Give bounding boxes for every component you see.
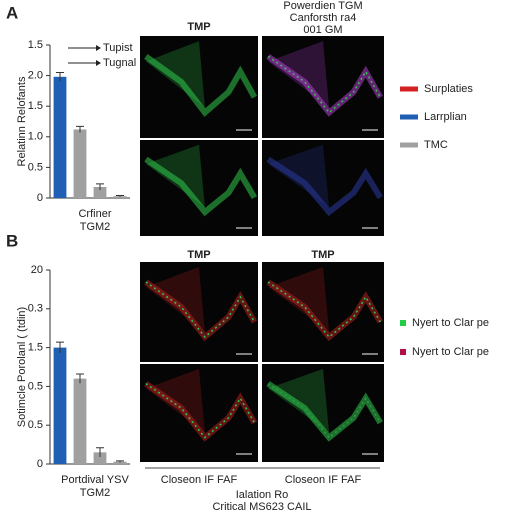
arrow-label: Tupist — [103, 42, 133, 54]
legend-swatch — [400, 114, 418, 120]
image-caption: Critical MS623 CAIL — [212, 501, 311, 512]
legend-swatch — [400, 349, 406, 355]
y-axis-label: Sotimcle Porolanl ( (tdin) — [16, 307, 28, 427]
legend-label: Larrplian — [424, 111, 467, 123]
bar — [73, 129, 87, 198]
image-caption: Closeon IF FAF — [285, 474, 362, 486]
y-tick-label: 0.3 — [28, 303, 43, 315]
bar — [73, 378, 87, 464]
micrograph — [140, 140, 258, 236]
cell-body — [268, 41, 330, 108]
image-title: 001 GM — [303, 24, 342, 36]
arrow-label: Tugnal — [103, 57, 136, 69]
y-tick-label: 1.0 — [28, 131, 43, 143]
y-tick-label: 1.5 — [28, 342, 43, 354]
error-bar — [116, 195, 124, 197]
micrograph — [262, 140, 384, 236]
cell-body — [268, 368, 330, 433]
bar — [53, 76, 67, 198]
cell-outline — [266, 53, 383, 117]
error-bar — [56, 72, 64, 82]
micrograph — [262, 262, 384, 362]
y-axis-label: Relatinn Relofants — [16, 76, 28, 166]
x-axis-label: TGM2 — [80, 221, 111, 233]
bar — [93, 186, 107, 198]
bar — [113, 196, 127, 198]
y-tick-label: 1.5 — [28, 39, 43, 51]
error-bar — [56, 341, 64, 354]
bar — [93, 452, 107, 464]
cell-body — [268, 144, 330, 208]
image-title: TMP — [311, 249, 334, 261]
image-title: Powerdien TGM — [283, 0, 362, 12]
arrow-head — [96, 60, 101, 66]
y-tick-label: 0.5 — [28, 161, 43, 173]
error-bar — [76, 125, 84, 133]
y-tick-label: 20 — [31, 264, 43, 276]
legend-label: Nyert to Clar pe — [412, 346, 489, 358]
legend-swatch — [400, 142, 418, 148]
cell-detail — [267, 382, 381, 439]
y-tick-label: 0 — [37, 192, 43, 204]
x-axis-label: TGM2 — [80, 487, 111, 499]
image-title: TMP — [187, 21, 210, 33]
micrograph — [140, 36, 258, 138]
micrograph — [140, 364, 258, 462]
bar — [53, 347, 67, 464]
legend-label: TMC — [424, 139, 448, 151]
legend-swatch — [400, 320, 406, 326]
legend-label: Nyert to Clar pe — [412, 317, 489, 329]
cell-outline — [266, 156, 383, 217]
y-tick-label: 1.5 — [28, 100, 43, 112]
panel-label: B — [6, 231, 18, 250]
y-tick-label: 0.5 — [28, 380, 43, 392]
cell-body — [268, 267, 330, 332]
cell-outline — [144, 156, 258, 217]
micrograph — [262, 364, 384, 462]
cell-detail — [145, 382, 256, 439]
micrograph — [140, 262, 258, 362]
cell-detail — [267, 281, 381, 339]
image-title: TMP — [187, 249, 210, 261]
cell-body — [145, 267, 205, 332]
x-axis-label: Portdival YSV — [61, 474, 129, 486]
x-axis-label: Crfiner — [78, 208, 111, 220]
error-bar — [96, 183, 104, 191]
y-tick-label: 0.5 — [28, 419, 43, 431]
legend-label: Surplaties — [424, 83, 473, 95]
bar — [113, 461, 127, 464]
y-tick-label: 2.0 — [28, 70, 43, 82]
error-bar — [116, 460, 124, 463]
legend-swatch — [400, 86, 418, 92]
image-title: Canforsth ra4 — [290, 12, 357, 24]
cell-detail — [145, 281, 256, 339]
error-bar — [96, 447, 104, 458]
cell-body — [145, 368, 205, 433]
panel-label: A — [6, 3, 18, 22]
cell-outline — [144, 53, 258, 117]
image-caption: Closeon IF FAF — [161, 474, 238, 486]
error-bar — [76, 373, 84, 384]
cell-body — [145, 41, 205, 108]
cell-body — [145, 144, 205, 208]
image-caption: Ialation Ro — [236, 489, 289, 501]
arrow-head — [96, 45, 101, 51]
y-tick-label: 0 — [37, 458, 43, 470]
micrograph — [262, 36, 384, 138]
